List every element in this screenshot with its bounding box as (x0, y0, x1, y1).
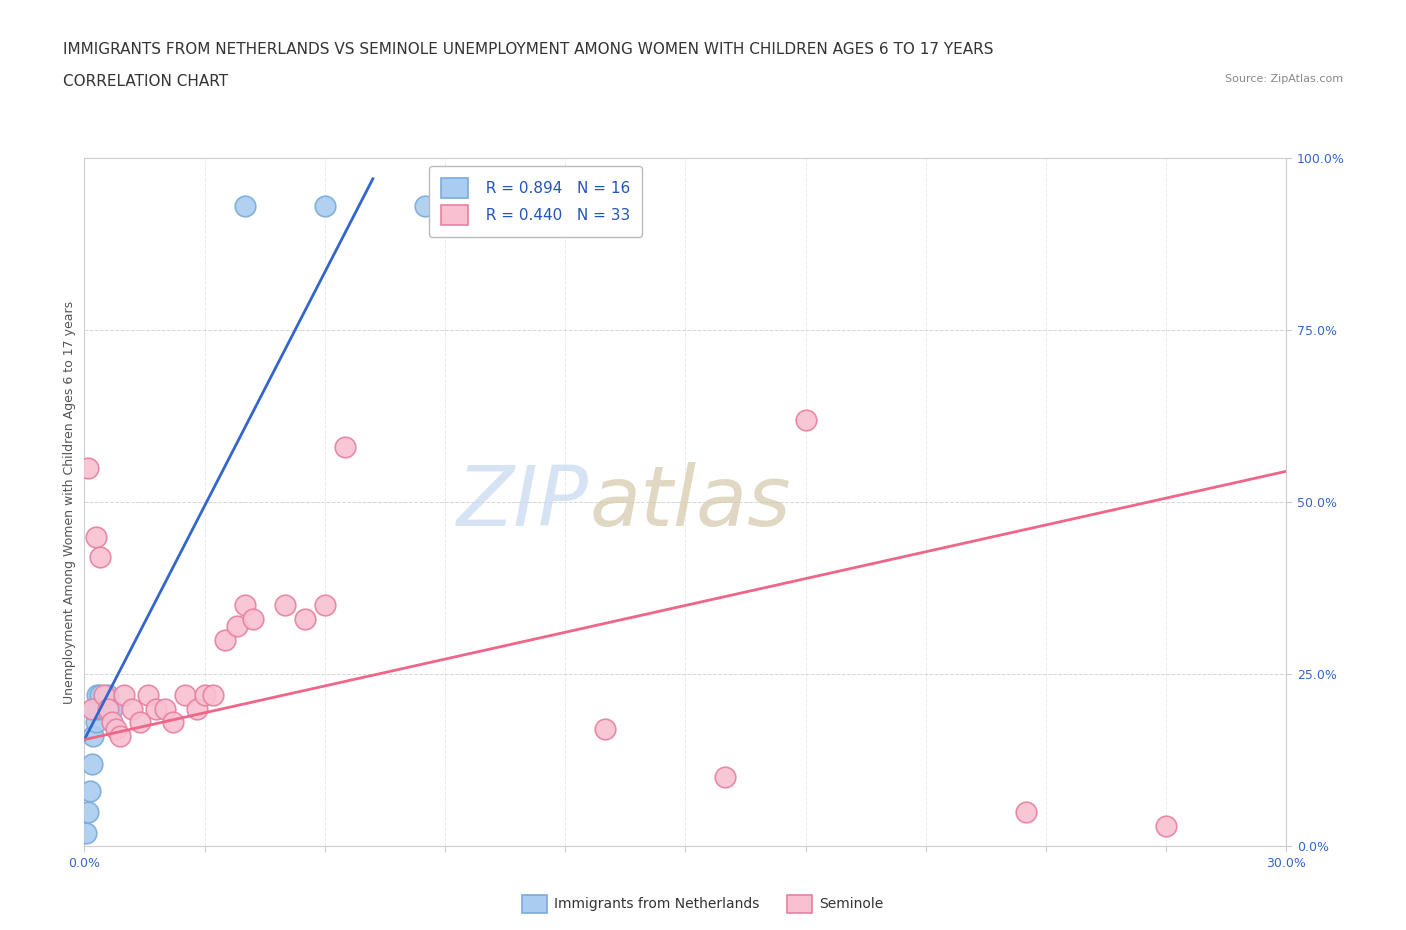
Point (186, 701, 208, 716)
Point (87, 701, 110, 716)
Point (153, 701, 176, 716)
Point (413, 199, 436, 214)
Point (93, 687, 115, 702)
Point (89, 687, 111, 702)
Point (162, 715, 184, 730)
Legend:   R = 0.894   N = 16,   R = 0.440   N = 33: R = 0.894 N = 16, R = 0.440 N = 33 (429, 166, 643, 237)
Point (93, 701, 115, 716)
Text: ZIP: ZIP (457, 461, 589, 543)
Point (1015, 804, 1038, 819)
Point (714, 770, 737, 785)
Point (82, 729, 104, 744)
Point (129, 715, 152, 730)
Point (138, 687, 160, 702)
Point (314, 598, 336, 613)
Point (84, 715, 107, 730)
Text: Source: ZipAtlas.com: Source: ZipAtlas.com (1225, 74, 1343, 85)
Point (110, 729, 132, 744)
Point (194, 687, 217, 702)
Text: CORRELATION CHART: CORRELATION CHART (63, 74, 228, 89)
Text: atlas: atlas (589, 461, 792, 543)
Point (595, 722, 617, 737)
Point (114, 687, 135, 702)
Point (242, 612, 264, 627)
Point (333, 440, 356, 455)
Point (101, 715, 124, 730)
Point (89, 550, 111, 565)
Point (79, 784, 101, 799)
Point (173, 687, 195, 702)
Point (86, 529, 108, 544)
Point (225, 618, 247, 633)
Point (101, 701, 124, 716)
Point (77, 804, 100, 819)
Point (201, 687, 224, 702)
Point (97, 701, 120, 716)
Point (233, 199, 256, 214)
Point (77, 460, 100, 475)
Y-axis label: Unemployment Among Women with Children Ages 6 to 17 years: Unemployment Among Women with Children A… (63, 300, 76, 704)
Legend: Immigrants from Netherlands, Seminole: Immigrants from Netherlands, Seminole (517, 889, 889, 919)
Point (214, 632, 236, 647)
Point (233, 598, 256, 613)
Point (97, 687, 120, 702)
Point (82, 701, 104, 716)
Point (314, 199, 336, 214)
Point (145, 701, 167, 716)
Point (294, 612, 316, 627)
Point (80, 756, 103, 771)
Text: IMMIGRANTS FROM NETHERLANDS VS SEMINOLE UNEMPLOYMENT AMONG WOMEN WITH CHILDREN A: IMMIGRANTS FROM NETHERLANDS VS SEMINOLE … (63, 42, 994, 57)
Point (105, 722, 128, 737)
Point (75, 825, 97, 840)
Point (794, 412, 817, 427)
Point (121, 701, 143, 716)
Point (83, 701, 105, 716)
Point (1156, 818, 1178, 833)
Point (274, 598, 297, 613)
Point (86, 687, 108, 702)
